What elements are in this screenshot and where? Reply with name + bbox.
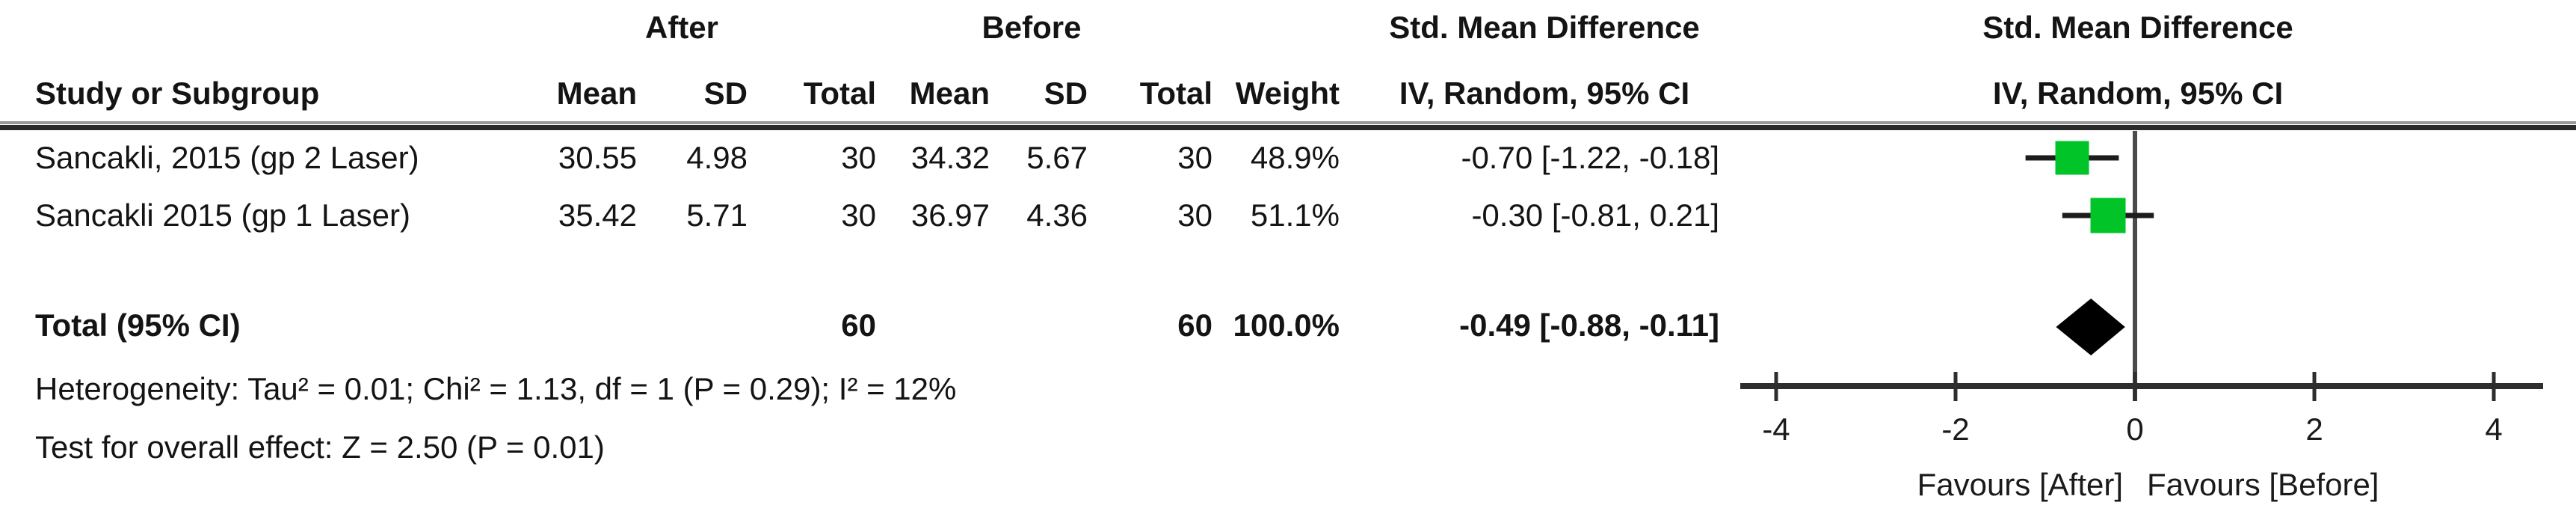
total-after-value: 30 (841, 198, 876, 233)
total-weight-value: 100.0% (1233, 308, 1340, 343)
weight-value: 51.1% (1250, 198, 1340, 233)
mean-before-value: 36.97 (910, 198, 990, 233)
smd-ci-value: -0.70 [-1.22, -0.18] (1461, 140, 1719, 175)
pooled-smd-ci-value: -0.49 [-0.88, -0.11] (1459, 308, 1719, 343)
col-header-weight: Weight (1235, 76, 1340, 111)
overall-effect-stats: Test for overall effect: Z = 2.50 (P = 0… (35, 429, 605, 465)
col-header-sd-after: SD (703, 76, 748, 111)
mean-before-value: 34.32 (910, 140, 990, 175)
col-header-total-after: Total (803, 76, 876, 111)
favours-left-label: Favours [After] (1917, 467, 2123, 502)
weight-value: 48.9% (1250, 140, 1340, 175)
plot-header-iv-ci: IV, Random, 95% CI (1992, 76, 2284, 111)
total-before-value: 30 (1177, 140, 1212, 175)
total-before-sum: 60 (1177, 308, 1212, 343)
group-header-after: After (644, 10, 719, 45)
sd-before-value: 5.67 (1026, 140, 1088, 175)
total-after-sum: 60 (841, 308, 876, 343)
tick-label: 0 (2126, 412, 2143, 447)
sd-after-value: 5.71 (686, 198, 748, 233)
total-before-value: 30 (1177, 198, 1212, 233)
sd-after-value: 4.98 (686, 140, 748, 175)
study-label: Sancakli 2015 (gp 1 Laser) (35, 198, 410, 233)
col-header-iv-ci: IV, Random, 95% CI (1399, 76, 1690, 111)
tick-label: 4 (2485, 412, 2502, 447)
study-label: Sancakli, 2015 (gp 2 Laser) (35, 140, 419, 175)
heterogeneity-stats: Heterogeneity: Tau² = 0.01; Chi² = 1.13,… (35, 371, 957, 406)
tick-label: 2 (2305, 412, 2323, 447)
mean-after-value: 30.55 (558, 140, 637, 175)
pooled-diamond (2056, 299, 2125, 355)
col-header-mean-after: Mean (556, 76, 637, 111)
mean-after-value: 35.42 (558, 198, 637, 233)
total-after-value: 30 (841, 140, 876, 175)
group-header-before: Before (982, 10, 1082, 45)
favours-right-label: Favours [Before] (2147, 467, 2379, 502)
header-separator (0, 121, 2576, 131)
smd-ci-value: -0.30 [-0.81, 0.21] (1471, 198, 1719, 233)
smd-plot-title: Std. Mean Difference (1982, 10, 2293, 45)
sd-before-value: 4.36 (1026, 198, 1088, 233)
col-header-total-before: Total (1139, 76, 1212, 111)
tick-label: -2 (1941, 412, 1969, 447)
col-header-study: Study or Subgroup (35, 76, 320, 111)
total-label: Total (95% CI) (35, 308, 241, 343)
study-square-marker (2055, 141, 2089, 175)
study-square-marker (2090, 198, 2126, 233)
tick-label: -4 (1762, 412, 1790, 447)
smd-column-title: Std. Mean Difference (1389, 10, 1700, 45)
col-header-mean-before: Mean (909, 76, 990, 111)
col-header-sd-before: SD (1044, 76, 1088, 111)
